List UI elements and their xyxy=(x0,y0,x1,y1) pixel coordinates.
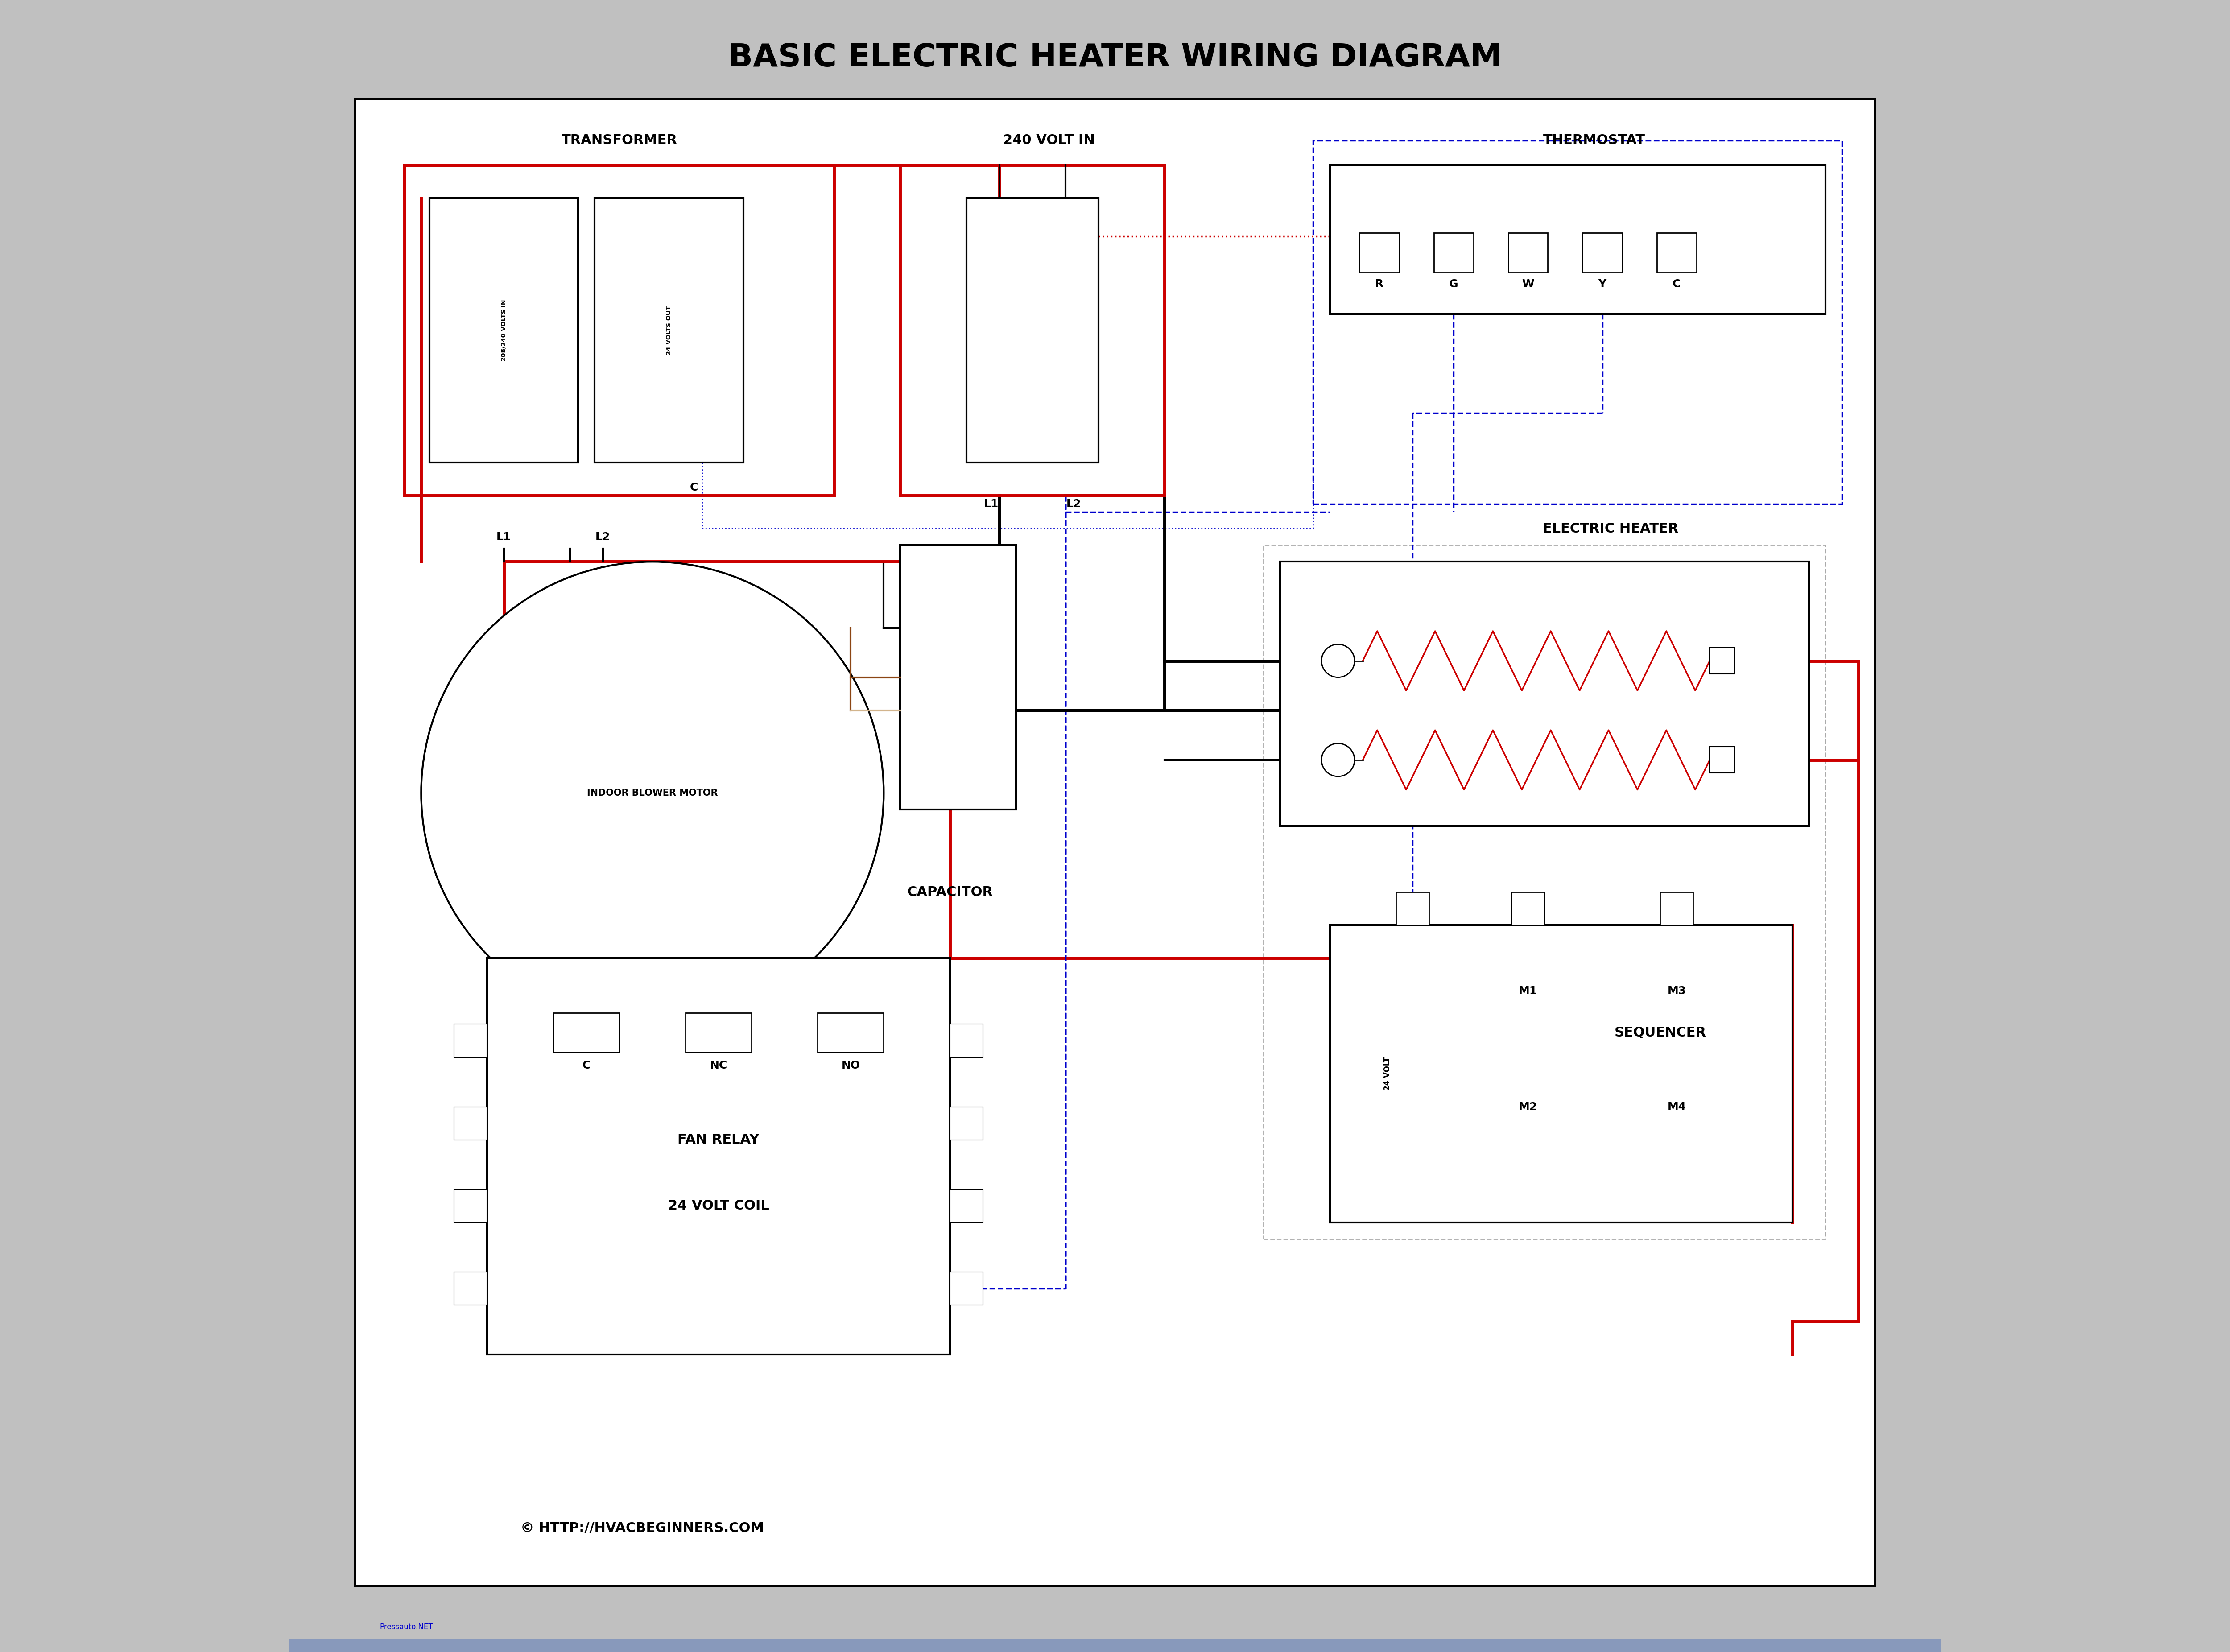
Bar xyxy=(290,1639,1940,1652)
Bar xyxy=(1710,747,1735,773)
Circle shape xyxy=(1322,644,1354,677)
Bar xyxy=(685,1013,752,1052)
Bar xyxy=(486,958,950,1355)
Bar xyxy=(1659,892,1693,925)
Bar xyxy=(901,545,1017,809)
Text: SEQUENCER: SEQUENCER xyxy=(1615,1026,1706,1039)
Bar xyxy=(818,1013,883,1052)
Circle shape xyxy=(1322,743,1354,776)
Bar xyxy=(950,1107,983,1140)
Text: L1: L1 xyxy=(983,499,999,509)
Bar xyxy=(595,198,743,463)
Bar xyxy=(553,1013,620,1052)
Text: BASIC ELECTRIC HEATER WIRING DIAGRAM: BASIC ELECTRIC HEATER WIRING DIAGRAM xyxy=(729,43,1501,73)
Text: L2: L2 xyxy=(1066,499,1082,509)
Circle shape xyxy=(421,562,883,1024)
Text: C: C xyxy=(689,482,698,492)
Text: G: G xyxy=(1450,279,1458,289)
Text: TRANSFORMER: TRANSFORMER xyxy=(562,134,678,147)
Bar xyxy=(404,165,834,496)
Bar xyxy=(1280,562,1809,826)
Text: 24 VOLTS OUT: 24 VOLTS OUT xyxy=(667,306,671,355)
Text: M2: M2 xyxy=(1519,1102,1536,1112)
Bar xyxy=(1710,648,1735,674)
Bar xyxy=(966,198,1099,463)
Text: ELECTRIC HEATER: ELECTRIC HEATER xyxy=(1543,522,1679,535)
Bar xyxy=(455,1189,486,1222)
Bar xyxy=(1264,545,1826,1239)
Text: L2: L2 xyxy=(595,532,611,542)
Bar xyxy=(1396,892,1429,925)
Bar xyxy=(1657,233,1697,273)
Bar xyxy=(950,1272,983,1305)
Text: W: W xyxy=(1521,279,1534,289)
Bar xyxy=(1507,233,1548,273)
Text: 24 VOLT COIL: 24 VOLT COIL xyxy=(669,1199,769,1213)
Text: FAN RELAY: FAN RELAY xyxy=(678,1133,760,1146)
Bar xyxy=(1313,140,1842,504)
Bar xyxy=(1329,165,1826,314)
Text: M3: M3 xyxy=(1668,986,1686,996)
Bar xyxy=(430,198,578,463)
Bar xyxy=(901,165,1164,496)
Text: Pressauto.NET: Pressauto.NET xyxy=(379,1624,433,1631)
Text: CAPACITOR: CAPACITOR xyxy=(908,885,992,899)
Bar xyxy=(455,1107,486,1140)
Text: NO: NO xyxy=(841,1061,861,1070)
Bar xyxy=(1512,892,1545,925)
Text: Y: Y xyxy=(1599,279,1606,289)
Text: M1: M1 xyxy=(1519,986,1536,996)
Bar xyxy=(1434,233,1474,273)
Text: NC: NC xyxy=(709,1061,727,1070)
Bar xyxy=(455,1272,486,1305)
Text: C: C xyxy=(1672,279,1681,289)
Text: R: R xyxy=(1376,279,1383,289)
Bar xyxy=(950,1024,983,1057)
Text: 240 VOLT IN: 240 VOLT IN xyxy=(1004,134,1095,147)
Text: © HTTP://HVACBEGINNERS.COM: © HTTP://HVACBEGINNERS.COM xyxy=(520,1521,763,1535)
Bar xyxy=(455,1024,486,1057)
Bar xyxy=(1583,233,1621,273)
Text: 24 VOLT: 24 VOLT xyxy=(1383,1057,1392,1090)
Bar xyxy=(1329,925,1793,1222)
Text: C: C xyxy=(582,1061,591,1070)
Bar xyxy=(950,1189,983,1222)
Text: INDOOR BLOWER MOTOR: INDOOR BLOWER MOTOR xyxy=(586,788,718,798)
Text: M4: M4 xyxy=(1668,1102,1686,1112)
Text: THERMOSTAT: THERMOSTAT xyxy=(1543,134,1646,147)
Bar xyxy=(1360,233,1398,273)
Text: L1: L1 xyxy=(497,532,511,542)
Text: 208/240 VOLTS IN: 208/240 VOLTS IN xyxy=(502,299,506,362)
